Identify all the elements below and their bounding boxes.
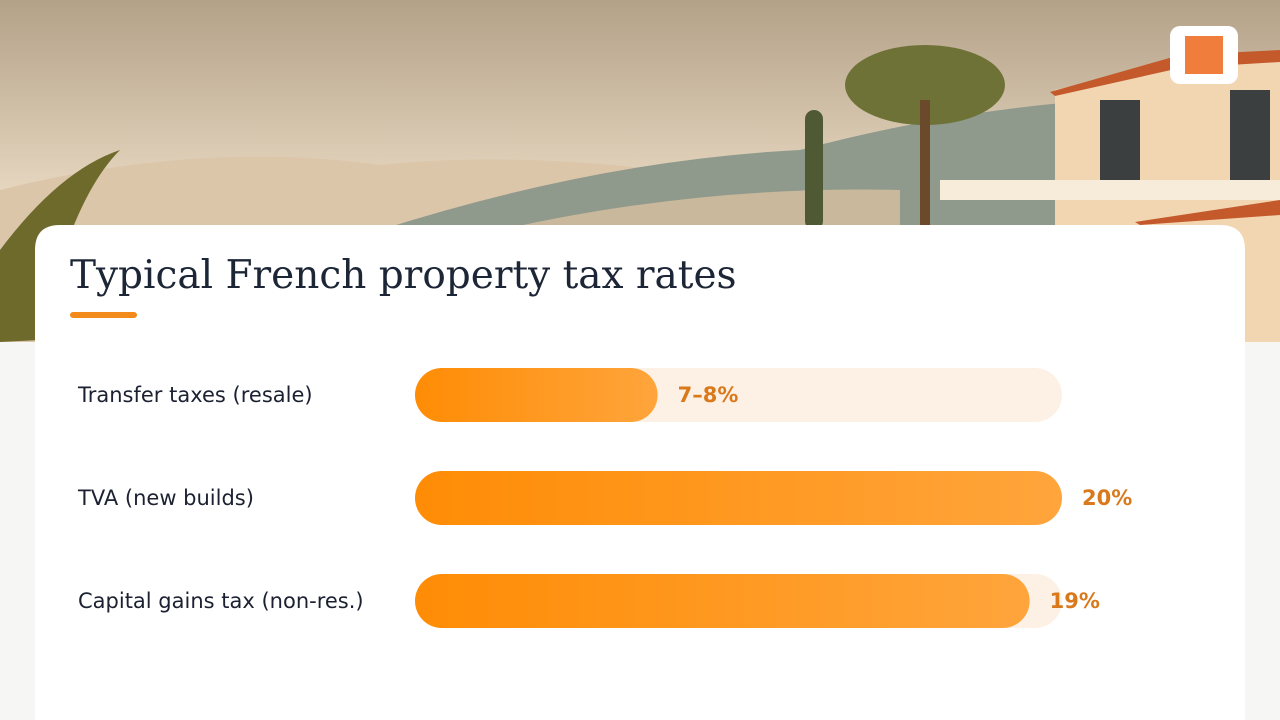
category-label: Capital gains tax (non-res.) [78, 589, 364, 613]
bar [415, 574, 1030, 628]
category-label: Transfer taxes (resale) [77, 383, 313, 407]
bar [415, 471, 1062, 525]
value-label: 20% [1082, 486, 1132, 510]
value-label: 19% [1050, 589, 1100, 613]
category-label: TVA (new builds) [77, 486, 254, 510]
title-underline [70, 312, 137, 318]
chart-title: Typical French property tax rates [70, 253, 737, 298]
bar [415, 368, 658, 422]
value-label: 7–8% [678, 383, 739, 407]
